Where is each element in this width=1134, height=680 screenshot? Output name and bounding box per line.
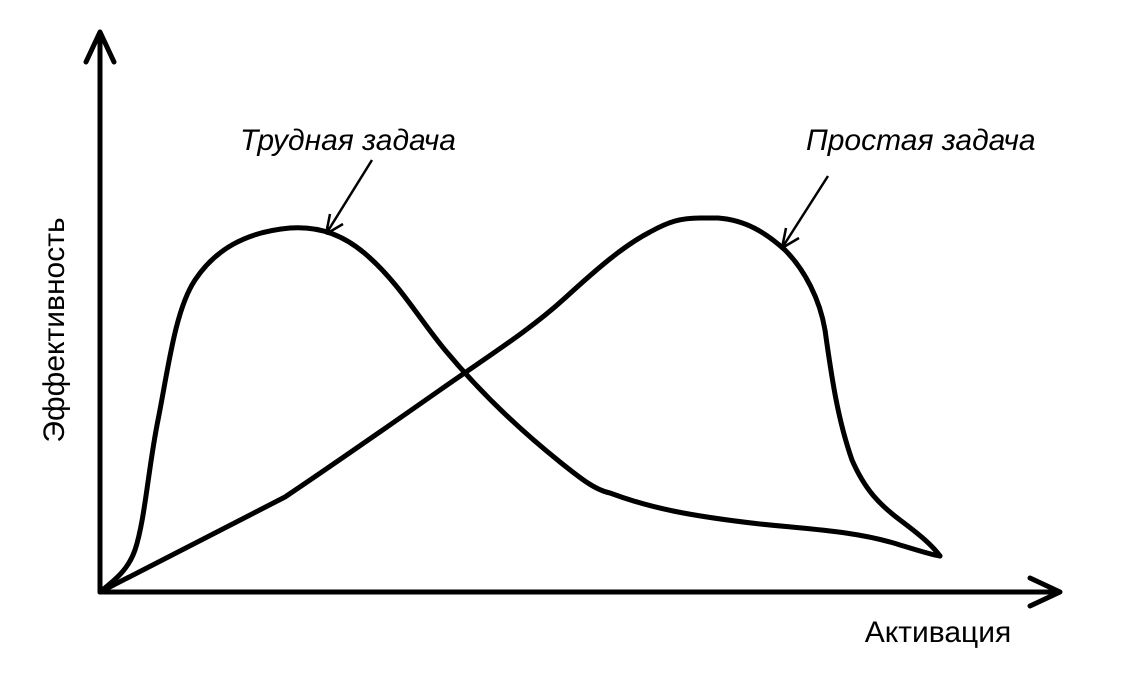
difficult-task-pointer bbox=[324, 159, 374, 236]
difficult-task-curve bbox=[97, 225, 943, 595]
x-axis bbox=[97, 575, 1063, 609]
easy-task-label: Простая задача bbox=[806, 124, 1036, 157]
difficult-task-label: Трудная задача bbox=[240, 124, 456, 157]
y-axis-label: Эффективность bbox=[38, 217, 71, 442]
y-axis bbox=[83, 29, 117, 595]
easy-task-curve bbox=[97, 215, 943, 595]
easy-task-pointer bbox=[780, 175, 830, 250]
x-axis-label: Активация bbox=[865, 616, 1011, 649]
